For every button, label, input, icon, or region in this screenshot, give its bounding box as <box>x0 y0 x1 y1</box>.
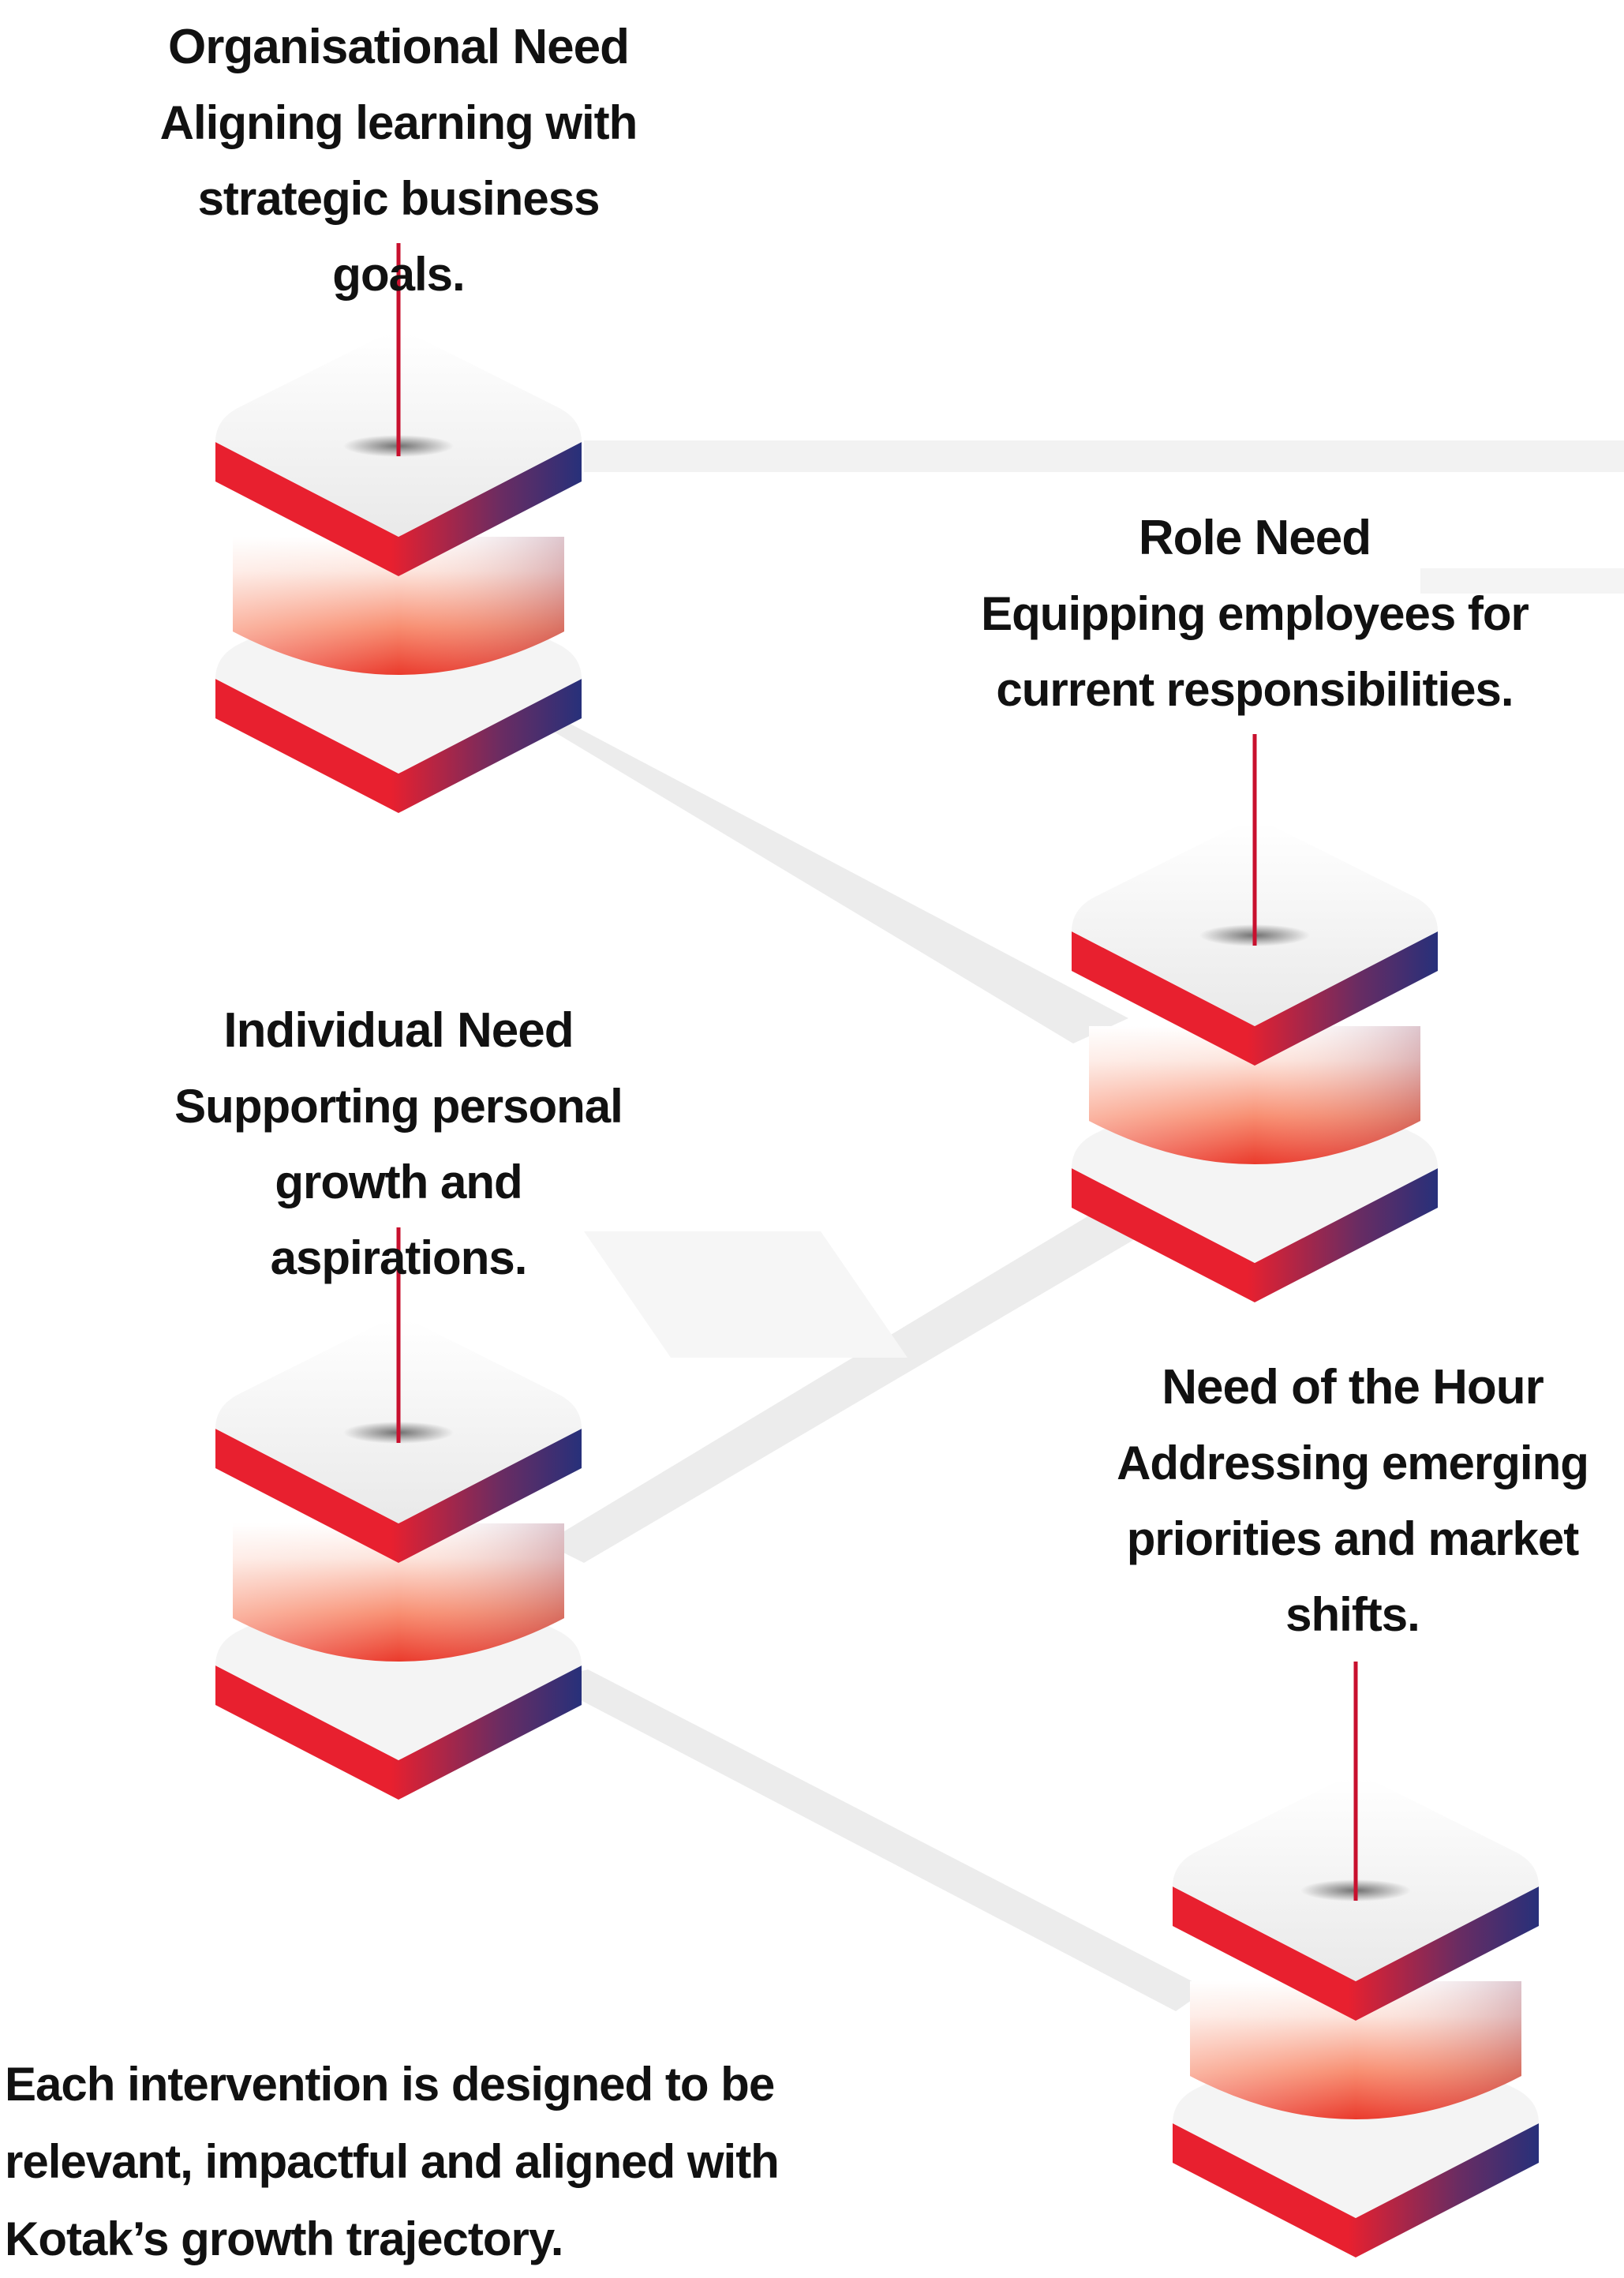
footer-note: Each intervention is designed to be rele… <box>5 2058 780 2265</box>
label-stems <box>396 243 1358 1901</box>
node-description: Aligning learning with strategic busines… <box>159 96 638 301</box>
label-role: Role Need Equipping employees for curren… <box>900 500 1610 728</box>
node-description: Supporting personal growth and aspiratio… <box>174 1080 623 1284</box>
block-base <box>1072 1168 1438 1302</box>
block-top-layer <box>1072 931 1438 1066</box>
block-hour <box>1173 1778 1539 2257</box>
block-organisational <box>215 333 582 813</box>
label-hour: Need of the Hour Addressing emerging pri… <box>1081 1350 1624 1653</box>
label-individual: Individual Need Supporting personal grow… <box>79 993 718 1296</box>
node-description: Equipping employees for current responsi… <box>981 587 1529 716</box>
header-band <box>1420 568 1624 594</box>
connector-org-to-role <box>505 703 1128 1043</box>
block-top-layer <box>215 442 582 576</box>
header-band <box>584 440 1624 472</box>
label-organisational: Organisational Need Aligning learning wi… <box>91 9 706 313</box>
block-top-layer <box>215 1429 582 1563</box>
node-title: Individual Need <box>223 1003 574 1058</box>
connector-individual-to-hour <box>544 1669 1207 2011</box>
node-title: Need of the Hour <box>1162 1360 1544 1414</box>
block-base <box>1173 2123 1539 2257</box>
block-role <box>1072 822 1438 1302</box>
block-base <box>215 679 582 813</box>
connector-role-to-individual <box>544 1216 1148 1563</box>
block-individual <box>215 1320 582 1800</box>
node-title: Role Need <box>1138 511 1371 565</box>
node-title: Organisational Need <box>168 20 630 74</box>
block-top-layer <box>1173 1886 1539 2021</box>
connectors <box>505 703 1207 2011</box>
node-description: Addressing emerging priorities and marke… <box>1117 1437 1589 1641</box>
block-base <box>215 1665 582 1800</box>
connector-faint-band <box>584 1231 907 1358</box>
